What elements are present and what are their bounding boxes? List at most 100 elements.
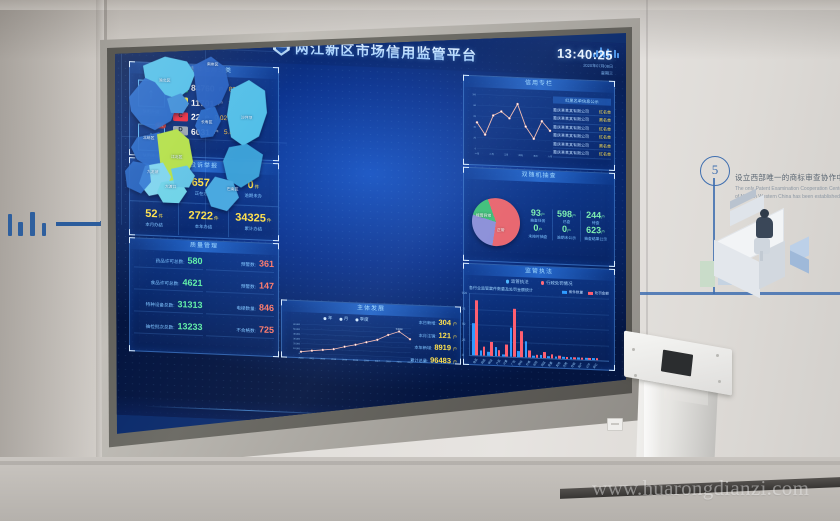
quality-label: 预警数: <box>240 261 256 268</box>
svg-text:20: 20 <box>474 137 477 139</box>
svg-text:2020: 2020 <box>408 362 413 364</box>
bar <box>577 358 580 360</box>
bar-group[interactable] <box>495 347 501 356</box>
map-stage[interactable]: 渝北区 江北区 北碚区 长寿区 沙坪坝 巴南区 南岸区 九龙坡 大渡口 <box>115 35 293 242</box>
illustration-plant-left <box>700 261 715 287</box>
bar-group[interactable] <box>532 354 538 357</box>
wall-decor-bars <box>8 210 52 236</box>
bar-ytick: 75 <box>462 306 466 311</box>
enforcement-tab[interactable]: 监管执法 <box>506 278 529 285</box>
panel-entity-development[interactable]: 主体发展 年月季度 60,000 50,000 40,000 30,000 20,000… <box>281 299 461 364</box>
map-label-1: 江北区 <box>171 154 183 160</box>
svg-text:80: 80 <box>474 105 477 107</box>
inspection-unit: 户 <box>538 226 543 232</box>
map-legend-item[interactable]: 两江新区 <box>176 27 200 34</box>
clock-weekday: 星期三 <box>601 69 613 76</box>
inspection-stat-cell[interactable]: 0户 逾期未公示 <box>553 224 582 241</box>
trust-line-chart[interactable]: 100 80 60 40 20 0 一月 二月 三月 四月 五月 六月 <box>467 90 553 166</box>
dev-stat-label: 本日新增: <box>418 320 437 326</box>
quality-value: 361 <box>258 258 274 270</box>
bar <box>566 356 569 359</box>
svg-text:60,000: 60,000 <box>293 324 300 326</box>
dev-line-chart[interactable]: 年月季度 60,000 50,000 40,000 30,000 20,000 10,00… <box>285 313 407 361</box>
map-label-6: 南岸区 <box>207 62 219 67</box>
wall-corner-gradient <box>96 0 104 521</box>
bar-group[interactable] <box>555 355 561 358</box>
inspection-stat-cell[interactable]: 93户 抽查任务 <box>524 208 553 225</box>
tab-dot-icon <box>339 317 342 320</box>
bar-group[interactable] <box>592 358 598 361</box>
bar-group[interactable] <box>487 342 493 356</box>
bar-xtick: 价格 <box>524 359 532 367</box>
bar <box>588 357 591 360</box>
panel-map[interactable]: 两江新区 重庆市 <box>115 25 293 260</box>
trust-list-row[interactable]: 重庆某某某有限公司 红名单 <box>553 148 611 159</box>
infographic-step-number: 5 <box>700 156 730 186</box>
svg-text:2016: 2016 <box>364 360 370 362</box>
bar-group[interactable] <box>517 331 523 357</box>
trust-row-name: 重庆某某某有限公司 <box>553 132 589 139</box>
bar <box>475 301 478 356</box>
map-regions[interactable] <box>115 41 293 238</box>
quality-value: 13233 <box>177 321 203 333</box>
bar-xtick: 无照 <box>562 361 569 369</box>
bar-xtick: 网监 <box>539 360 547 368</box>
bar <box>490 342 493 356</box>
quality-value: 580 <box>187 255 203 267</box>
tab-dot-icon <box>323 317 326 320</box>
bar-chart[interactable]: 100 75 50 25 0 食品 药品 特设 产品 计量 广告 商标 价格 合同 网监 质量 其他 无照 传销 知产… <box>469 293 609 362</box>
bar-ytick: 50 <box>462 321 466 326</box>
bar-group[interactable] <box>480 347 486 356</box>
dev-stat-unit: 户 <box>453 334 457 340</box>
bar-ytick: 100 <box>462 290 468 295</box>
bar-group[interactable] <box>577 357 583 360</box>
quality-label: 抽检批次总数: <box>145 323 175 330</box>
svg-text:2010: 2010 <box>299 358 305 360</box>
panel-random-inspection[interactable]: 双随机抽查 经营异常 正常 93户 抽查任务 598户 已查 244户 待查 0户 未按时抽查… <box>463 167 615 267</box>
bar-group[interactable] <box>547 354 553 359</box>
dev-stat-unit: 户 <box>453 321 457 327</box>
wall-mounted-display[interactable]: 返回 两江新区市场信用监管平台 13:40:25 <box>92 18 640 470</box>
inspection-value: 93 <box>530 207 541 218</box>
bar <box>573 357 576 360</box>
enforcement-tab[interactable]: 行政处罚情况 <box>541 280 573 287</box>
wall-outlet <box>607 418 623 431</box>
panel-quality-management[interactable]: 质量管理 药品许可总数: 580 食品许可总数: 4621 特种设备总数: 31313 抽检… <box>129 237 279 357</box>
bar-group[interactable] <box>472 301 478 356</box>
map-label-0: 渝北区 <box>159 78 171 83</box>
bar-chart-legend: 案件数量 处罚金额 <box>562 289 609 296</box>
dev-stat-value: 8919 <box>434 342 451 353</box>
svg-text:2019: 2019 <box>397 362 403 364</box>
bar-group[interactable] <box>570 357 576 360</box>
bar-group[interactable] <box>510 308 516 357</box>
infographic-headline-cn: 设立西部唯一的商标审查协作中心。 <box>735 173 840 182</box>
bar <box>540 355 543 358</box>
bar <box>498 351 501 357</box>
quality-value: 846 <box>258 302 274 314</box>
trust-list[interactable]: 红黑名单信息公示 重庆某某某有限公司 红名单 重庆某某某有限公司 黑名单 重庆某某某有限… <box>553 93 611 167</box>
bar <box>555 357 558 359</box>
dev-chart-svg: 60,000 50,000 40,000 30,000 20,000 10,000 0 201… <box>287 320 413 365</box>
inspection-unit: 户 <box>567 227 571 234</box>
map-legend-item[interactable]: 重庆市 <box>212 29 232 36</box>
dashboard[interactable]: 返回 两江新区市场信用监管平台 13:40:25 <box>115 23 627 436</box>
bar-group[interactable] <box>525 341 531 357</box>
bar-group[interactable] <box>540 352 546 358</box>
bar <box>596 358 599 361</box>
panel-enforcement[interactable]: 监管执法 监管执法 行政处罚情况 各行业监管案件数量及处罚金额统计 案件数量 处罚金… <box>463 263 615 371</box>
bar <box>592 358 595 360</box>
svg-text:60: 60 <box>474 116 477 118</box>
inspection-stat-cell[interactable]: 623户 抽查结果公示 <box>581 226 610 243</box>
bar-group[interactable] <box>502 344 508 357</box>
pie-chart-wrap[interactable]: 经营异常 正常 <box>468 197 524 247</box>
dev-stat-value: 304 <box>438 318 451 328</box>
bar-group[interactable] <box>585 357 591 360</box>
bar <box>532 356 535 358</box>
panel-credit-column[interactable]: 信用专栏 100 80 60 40 20 0 一月 二月 三月 四月 五月 六月 红黑名单信息公示 重… <box>463 75 615 171</box>
svg-text:53008: 53008 <box>396 328 403 331</box>
bar-group[interactable] <box>562 356 568 359</box>
quality-label: 药品许可总数: <box>155 258 185 265</box>
inspection-stat-cell[interactable]: 0户 未按时抽查 <box>524 223 553 240</box>
quality-row: 预警数: 147 <box>206 278 275 295</box>
legend-label: 重庆市 <box>218 28 233 35</box>
